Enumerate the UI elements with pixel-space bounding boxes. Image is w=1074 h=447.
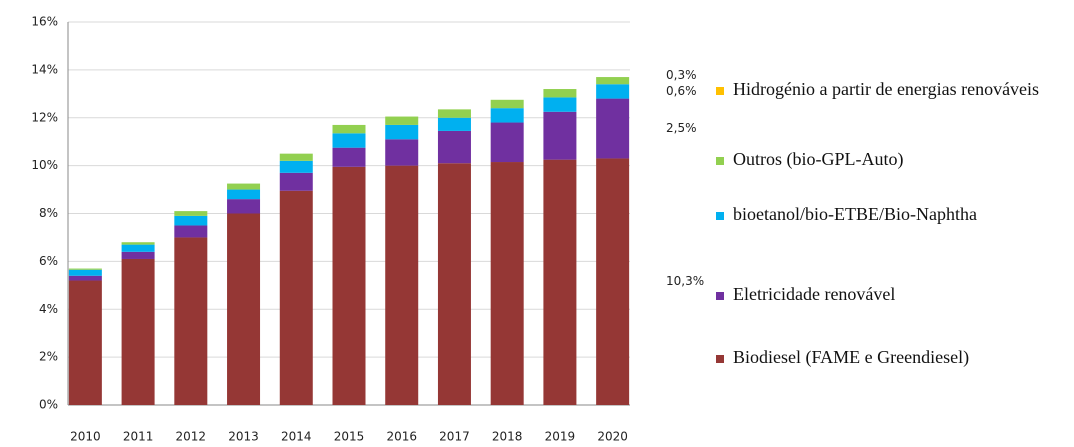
value-label: 0,3% [666,68,697,82]
x-tick-label: 2013 [228,430,259,444]
legend-label: Biodiesel (FAME e Greendiesel) [733,347,970,367]
bar-segment [174,237,208,405]
value-label: 10,3% [666,274,704,288]
x-tick-label: 2012 [176,430,207,444]
bar-segment [279,153,313,161]
y-tick-label: 8% [39,206,58,220]
legend-label: Eletricidade renovável [733,284,896,304]
bar-segment [68,275,102,281]
bar-segment [68,280,102,405]
x-tick-label: 2015 [334,430,365,444]
bar-segment [174,215,208,226]
legend-swatch [716,212,724,220]
legend-swatch [716,157,724,165]
bar-segment [437,109,471,118]
bar-segment [121,251,155,259]
y-tick-label: 16% [31,15,58,29]
bar-segment [227,189,261,200]
bar-segment [174,211,208,216]
legend-item: Hidrogénio a partir de energias renováve… [716,76,1061,103]
bar-segment [543,111,577,160]
x-tick-label: 2017 [439,430,470,444]
bar-segment [490,108,524,123]
bar-segment [332,147,366,167]
legend-swatch [716,87,724,95]
bar-segment [490,162,524,405]
bar-segment [227,183,261,190]
legend-item: bioetanol/bio-ETBE/Bio-Naphtha [716,201,1061,228]
bar-segment [121,244,155,252]
bar-segment [279,190,313,405]
bar-segment [227,213,261,405]
bar-segment [174,225,208,238]
bar-segment [332,166,366,405]
x-tick-label: 2019 [545,430,576,444]
y-tick-label: 6% [39,254,58,268]
bar-segment [437,163,471,405]
legend-item: Eletricidade renovável [716,281,1061,308]
bar-segment [68,269,102,276]
bar-segment [385,165,419,405]
x-tick-label: 2020 [597,430,628,444]
bar-segment [332,133,366,148]
x-tick-label: 2014 [281,430,312,444]
legend-label: Outros (bio-GPL-Auto) [733,149,904,169]
bar-segment [68,268,102,270]
bar-segment [437,130,471,164]
x-tick-label: 2016 [386,430,417,444]
bar-segment [279,160,313,173]
x-tick-label: 2018 [492,430,523,444]
legend-label: Hidrogénio a partir de energias renováve… [733,79,1040,99]
value-label: 2,5% [666,121,697,135]
bar-segment [596,158,630,405]
bar-segment [490,122,524,163]
y-tick-label: 4% [39,302,58,316]
legend-item: Outros (bio-GPL-Auto) [716,146,1061,173]
legend-swatch [716,355,724,363]
legend-label: bioetanol/bio-ETBE/Bio-Naphtha [733,204,977,224]
bar-segment [543,97,577,112]
y-tick-label: 10% [31,158,58,172]
y-tick-label: 2% [39,350,58,364]
value-label: 0,6% [666,84,697,98]
bar-segment [437,117,471,131]
y-tick-label: 14% [31,62,58,76]
bar-segment [596,77,630,85]
bar-segment [121,258,155,405]
bar-segment [121,242,155,245]
legend-item: Biodiesel (FAME e Greendiesel) [716,344,1061,371]
bar-segment [543,159,577,405]
bar-segment [385,124,419,140]
bar-segment [596,84,630,99]
bar-segment [279,172,313,191]
y-tick-label: 0% [39,398,58,412]
x-tick-label: 2010 [70,430,101,444]
bar-segment [543,89,577,98]
bar-segment [385,116,419,125]
bar-segment [596,98,630,159]
bar-segment [227,199,261,214]
x-tick-label: 2011 [123,430,154,444]
bar-segment [490,99,524,109]
legend-swatch [716,292,724,300]
bar-segment [332,124,366,134]
bar-segment [385,139,419,166]
y-tick-label: 12% [31,110,58,124]
